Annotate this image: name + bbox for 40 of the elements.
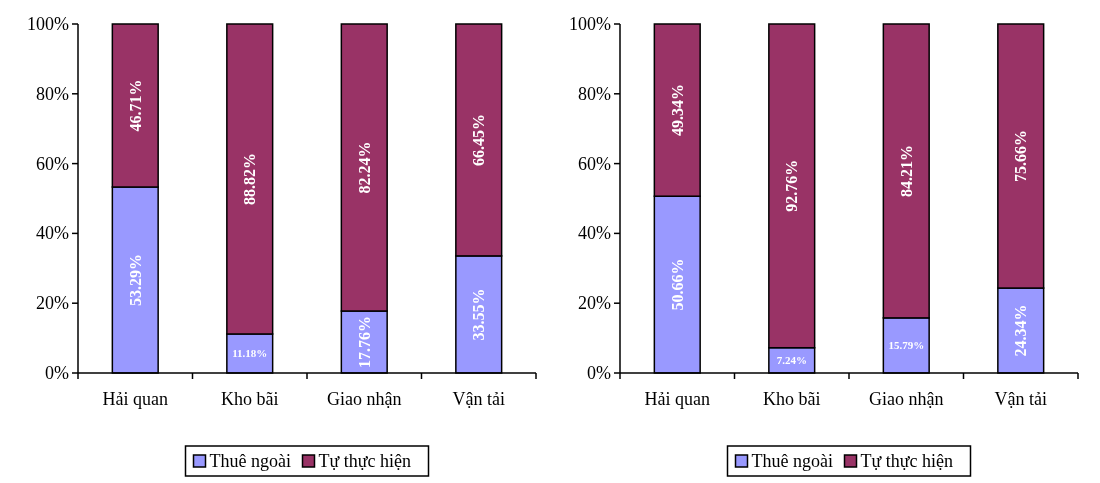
data-label: 82.24%	[355, 141, 373, 194]
data-label: 92.76%	[783, 159, 801, 212]
x-tick-label: Hải quan	[102, 389, 168, 409]
x-tick-label: Kho bãi	[221, 389, 279, 409]
data-label: 11.18%	[232, 347, 268, 360]
y-tick-label: 0%	[587, 363, 611, 383]
y-tick-label: 80%	[36, 83, 69, 104]
data-label: 50.66%	[668, 258, 686, 311]
data-label: 46.71%	[126, 79, 144, 132]
y-tick-label: 20%	[36, 293, 69, 314]
legend-label: Thuê ngoài	[209, 451, 291, 471]
y-tick-label: 0%	[45, 363, 69, 383]
data-label: 66.45%	[470, 113, 488, 166]
data-label: 17.76%	[355, 316, 373, 369]
y-tick-label: 40%	[578, 223, 611, 244]
x-tick-label: Giao nhận	[869, 389, 944, 409]
y-tick-label: 40%	[36, 223, 69, 244]
x-tick-label: Vận tải	[452, 389, 505, 409]
legend-label: Thuê ngoài	[751, 451, 833, 471]
x-tick-label: Hải quan	[644, 389, 710, 409]
y-tick-label: 100%	[569, 14, 611, 34]
y-tick-label: 60%	[36, 153, 69, 174]
legend-label: Tự thực hiện	[318, 451, 411, 471]
data-label: 49.34%	[668, 84, 686, 137]
data-label: 24.34%	[1012, 304, 1030, 357]
x-tick-label: Vận tải	[994, 389, 1047, 409]
y-tick-label: 80%	[578, 83, 611, 104]
y-tick-label: 60%	[578, 153, 611, 174]
data-label: 15.79%	[888, 339, 925, 352]
data-label: 88.82%	[241, 152, 259, 205]
data-label: 53.29%	[126, 254, 144, 307]
y-tick-label: 20%	[578, 293, 611, 314]
x-tick-label: Giao nhận	[327, 389, 402, 409]
data-label: 75.66%	[1012, 130, 1030, 183]
data-label: 33.55%	[470, 288, 488, 341]
legend-label: Tự thực hiện	[860, 451, 953, 471]
x-tick-label: Kho bãi	[763, 389, 821, 409]
data-label: 7.24%	[776, 354, 807, 367]
y-tick-label: 100%	[27, 14, 69, 34]
data-label: 84.21%	[897, 144, 915, 197]
